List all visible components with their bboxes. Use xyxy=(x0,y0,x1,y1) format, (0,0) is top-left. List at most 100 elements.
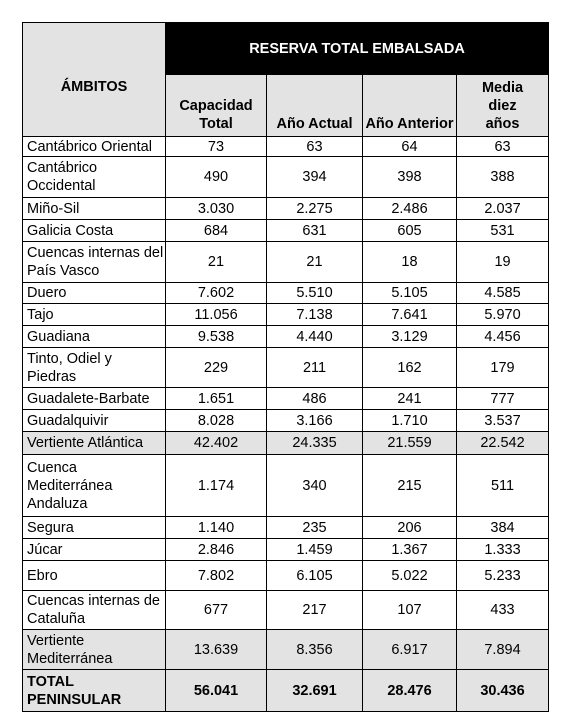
table-row: Guadalquivir 8.028 3.166 1.710 3.537 xyxy=(22,409,550,432)
cell-value: 388 xyxy=(455,156,550,198)
table-row: Vertiente Mediterránea 13.639 8.356 6.917 7.… xyxy=(22,629,550,670)
cell-value: 3.030 xyxy=(165,197,267,220)
row-label: Ebro xyxy=(22,560,166,591)
row-label: Tajo xyxy=(22,303,166,326)
cell-value: 684 xyxy=(165,219,267,242)
row-label: Tinto, Odiel y Piedras xyxy=(22,347,166,388)
cell-value: 5.510 xyxy=(266,282,363,304)
cell-value: 24.335 xyxy=(266,431,363,455)
cell-value: 30.436 xyxy=(455,669,550,712)
table-row: Cuencas internas de Cataluña 677 217 107 433 xyxy=(22,590,550,630)
row-label: Guadalete-Barbate xyxy=(22,387,166,410)
cell-value: 2.037 xyxy=(455,197,550,220)
cell-value: 6.917 xyxy=(362,629,457,670)
cell-value: 7.802 xyxy=(165,560,267,591)
cell-value: 21 xyxy=(165,241,267,283)
row-label: Cuencas internas del País Vasco xyxy=(22,241,166,283)
cell-value: 18 xyxy=(362,241,457,283)
cell-value: 63 xyxy=(455,136,550,157)
cell-value: 3.537 xyxy=(455,409,550,432)
cell-value: 2.486 xyxy=(362,197,457,220)
cell-value: 2.846 xyxy=(165,538,267,561)
cell-value: 1.140 xyxy=(165,516,267,539)
table-row: Cuencas internas del País Vasco 21 21 18 19 xyxy=(22,241,550,283)
table-row: Cantábrico Occidental 490 394 398 388 xyxy=(22,156,550,198)
cell-value: 215 xyxy=(362,454,457,517)
cell-value: 1.710 xyxy=(362,409,457,432)
cell-value: 631 xyxy=(266,219,363,242)
column-header: Año Anterior xyxy=(362,74,457,137)
cell-value: 340 xyxy=(266,454,363,517)
cell-value: 162 xyxy=(362,347,457,388)
cell-value: 2.275 xyxy=(266,197,363,220)
cell-value: 13.639 xyxy=(165,629,267,670)
cell-value: 7.641 xyxy=(362,303,457,326)
cell-value: 394 xyxy=(266,156,363,198)
column-header: Capacidad Total xyxy=(165,74,267,137)
cell-value: 384 xyxy=(455,516,550,539)
cell-value: 1.367 xyxy=(362,538,457,561)
cell-value: 777 xyxy=(455,387,550,410)
header-ambitos: ÁMBITOS xyxy=(22,22,166,137)
column-header: Año Actual xyxy=(266,74,363,137)
cell-value: 5.022 xyxy=(362,560,457,591)
cell-value: 5.970 xyxy=(455,303,550,326)
cell-value: 511 xyxy=(455,454,550,517)
table-row: Cuenca Mediterránea Andaluza 1.174 340 215 5… xyxy=(22,454,550,517)
row-label: Cuencas internas de Cataluña xyxy=(22,590,166,630)
cell-value: 5.105 xyxy=(362,282,457,304)
row-label: Cuenca Mediterránea Andaluza xyxy=(22,454,166,517)
cell-value: 241 xyxy=(362,387,457,410)
cell-value: 32.691 xyxy=(266,669,363,712)
cell-value: 73 xyxy=(165,136,267,157)
cell-value: 63 xyxy=(266,136,363,157)
table-row: Ebro 7.802 6.105 5.022 5.233 xyxy=(22,560,550,591)
cell-value: 28.476 xyxy=(362,669,457,712)
cell-value: 1.459 xyxy=(266,538,363,561)
cell-value: 11.056 xyxy=(165,303,267,326)
row-label: Miño-Sil xyxy=(22,197,166,220)
cell-value: 1.651 xyxy=(165,387,267,410)
cell-value: 1.174 xyxy=(165,454,267,517)
cell-value: 8.028 xyxy=(165,409,267,432)
row-label: Vertiente Atlántica xyxy=(22,431,166,455)
cell-value: 21.559 xyxy=(362,431,457,455)
row-label: Cantábrico Oriental xyxy=(22,136,166,157)
column-header: Media diez años xyxy=(455,74,550,137)
cell-value: 206 xyxy=(362,516,457,539)
table-row: TOTAL PENINSULAR 56.041 32.691 28.476 30.436 xyxy=(22,669,550,712)
cell-value: 398 xyxy=(362,156,457,198)
cell-value: 531 xyxy=(455,219,550,242)
cell-value: 4.456 xyxy=(455,325,550,348)
row-label: Cantábrico Occidental xyxy=(22,156,166,198)
cell-value: 433 xyxy=(455,590,550,630)
table-row: Miño-Sil 3.030 2.275 2.486 2.037 xyxy=(22,197,550,220)
cell-value: 21 xyxy=(266,241,363,283)
row-label: Júcar xyxy=(22,538,166,561)
table-row: Guadiana 9.538 4.440 3.129 4.456 xyxy=(22,325,550,348)
cell-value: 7.894 xyxy=(455,629,550,670)
table-row: Guadalete-Barbate 1.651 486 241 777 xyxy=(22,387,550,410)
cell-value: 3.166 xyxy=(266,409,363,432)
cell-value: 7.602 xyxy=(165,282,267,304)
cell-value: 19 xyxy=(455,241,550,283)
cell-value: 5.233 xyxy=(455,560,550,591)
cell-value: 211 xyxy=(266,347,363,388)
cell-value: 56.041 xyxy=(165,669,267,712)
table-row: Cantábrico Oriental 73 63 64 63 xyxy=(22,136,550,157)
table-row: Vertiente Atlántica 42.402 24.335 21.559 22.… xyxy=(22,431,550,455)
row-label: Segura xyxy=(22,516,166,539)
cell-value: 235 xyxy=(266,516,363,539)
row-label: Guadiana xyxy=(22,325,166,348)
table-row: Tinto, Odiel y Piedras 229 211 162 179 xyxy=(22,347,550,388)
cell-value: 677 xyxy=(165,590,267,630)
reserve-table: ÁMBITOS RESERVA TOTAL EMBALSADA Capacida… xyxy=(22,22,550,712)
row-label: Guadalquivir xyxy=(22,409,166,432)
table-row: Tajo 11.056 7.138 7.641 5.970 xyxy=(22,303,550,326)
cell-value: 107 xyxy=(362,590,457,630)
cell-value: 179 xyxy=(455,347,550,388)
cell-value: 3.129 xyxy=(362,325,457,348)
cell-value: 229 xyxy=(165,347,267,388)
row-label: Duero xyxy=(22,282,166,304)
